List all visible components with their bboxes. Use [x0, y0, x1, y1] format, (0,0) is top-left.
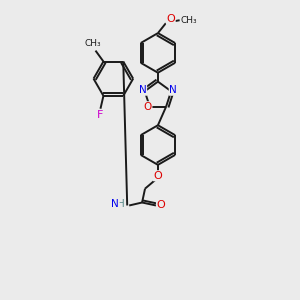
Text: O: O — [144, 102, 152, 112]
Text: CH₃: CH₃ — [180, 16, 197, 25]
Text: N: N — [169, 85, 177, 95]
Text: O: O — [167, 14, 175, 24]
Text: N: N — [111, 200, 119, 209]
Text: O: O — [154, 171, 162, 181]
Text: N: N — [139, 85, 147, 95]
Text: O: O — [157, 200, 165, 211]
Text: H: H — [117, 200, 125, 209]
Text: F: F — [97, 110, 104, 120]
Text: CH₃: CH₃ — [84, 39, 101, 48]
